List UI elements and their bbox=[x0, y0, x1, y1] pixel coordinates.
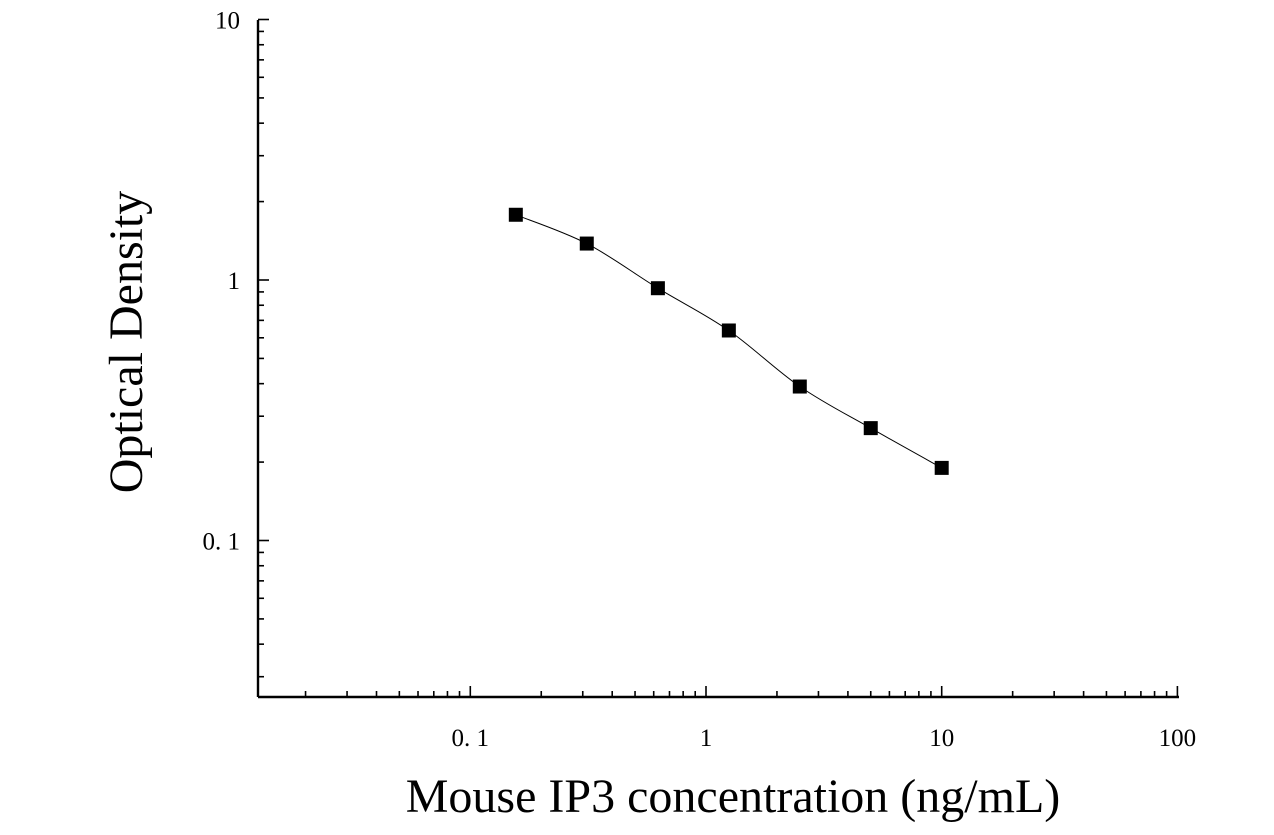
y-tick-label: 0. 1 bbox=[203, 529, 241, 556]
y-axis-title: Optical Density bbox=[100, 191, 153, 494]
data-point bbox=[792, 379, 807, 394]
data-point bbox=[579, 236, 594, 251]
x-tick-label: 100 bbox=[1159, 725, 1197, 752]
ticks bbox=[258, 18, 1179, 697]
y-tick-label: 1 bbox=[228, 268, 241, 295]
data-point bbox=[721, 323, 736, 338]
y-tick-label: 10 bbox=[215, 8, 240, 35]
x-tick-label: 0. 1 bbox=[452, 725, 490, 752]
x-axis-title: Mouse IP3 concentration (ng/mL) bbox=[406, 770, 1061, 823]
data-point bbox=[508, 207, 523, 222]
fit-curve bbox=[515, 214, 942, 469]
data-point bbox=[650, 281, 665, 296]
data-points bbox=[508, 207, 949, 475]
data-point bbox=[934, 460, 949, 475]
tick-labels: 0. 1 1 10 100 0. 1 1 10 bbox=[203, 8, 1197, 753]
x-tick-label: 1 bbox=[700, 725, 713, 752]
data-point bbox=[863, 421, 878, 436]
x-tick-label: 10 bbox=[929, 725, 954, 752]
